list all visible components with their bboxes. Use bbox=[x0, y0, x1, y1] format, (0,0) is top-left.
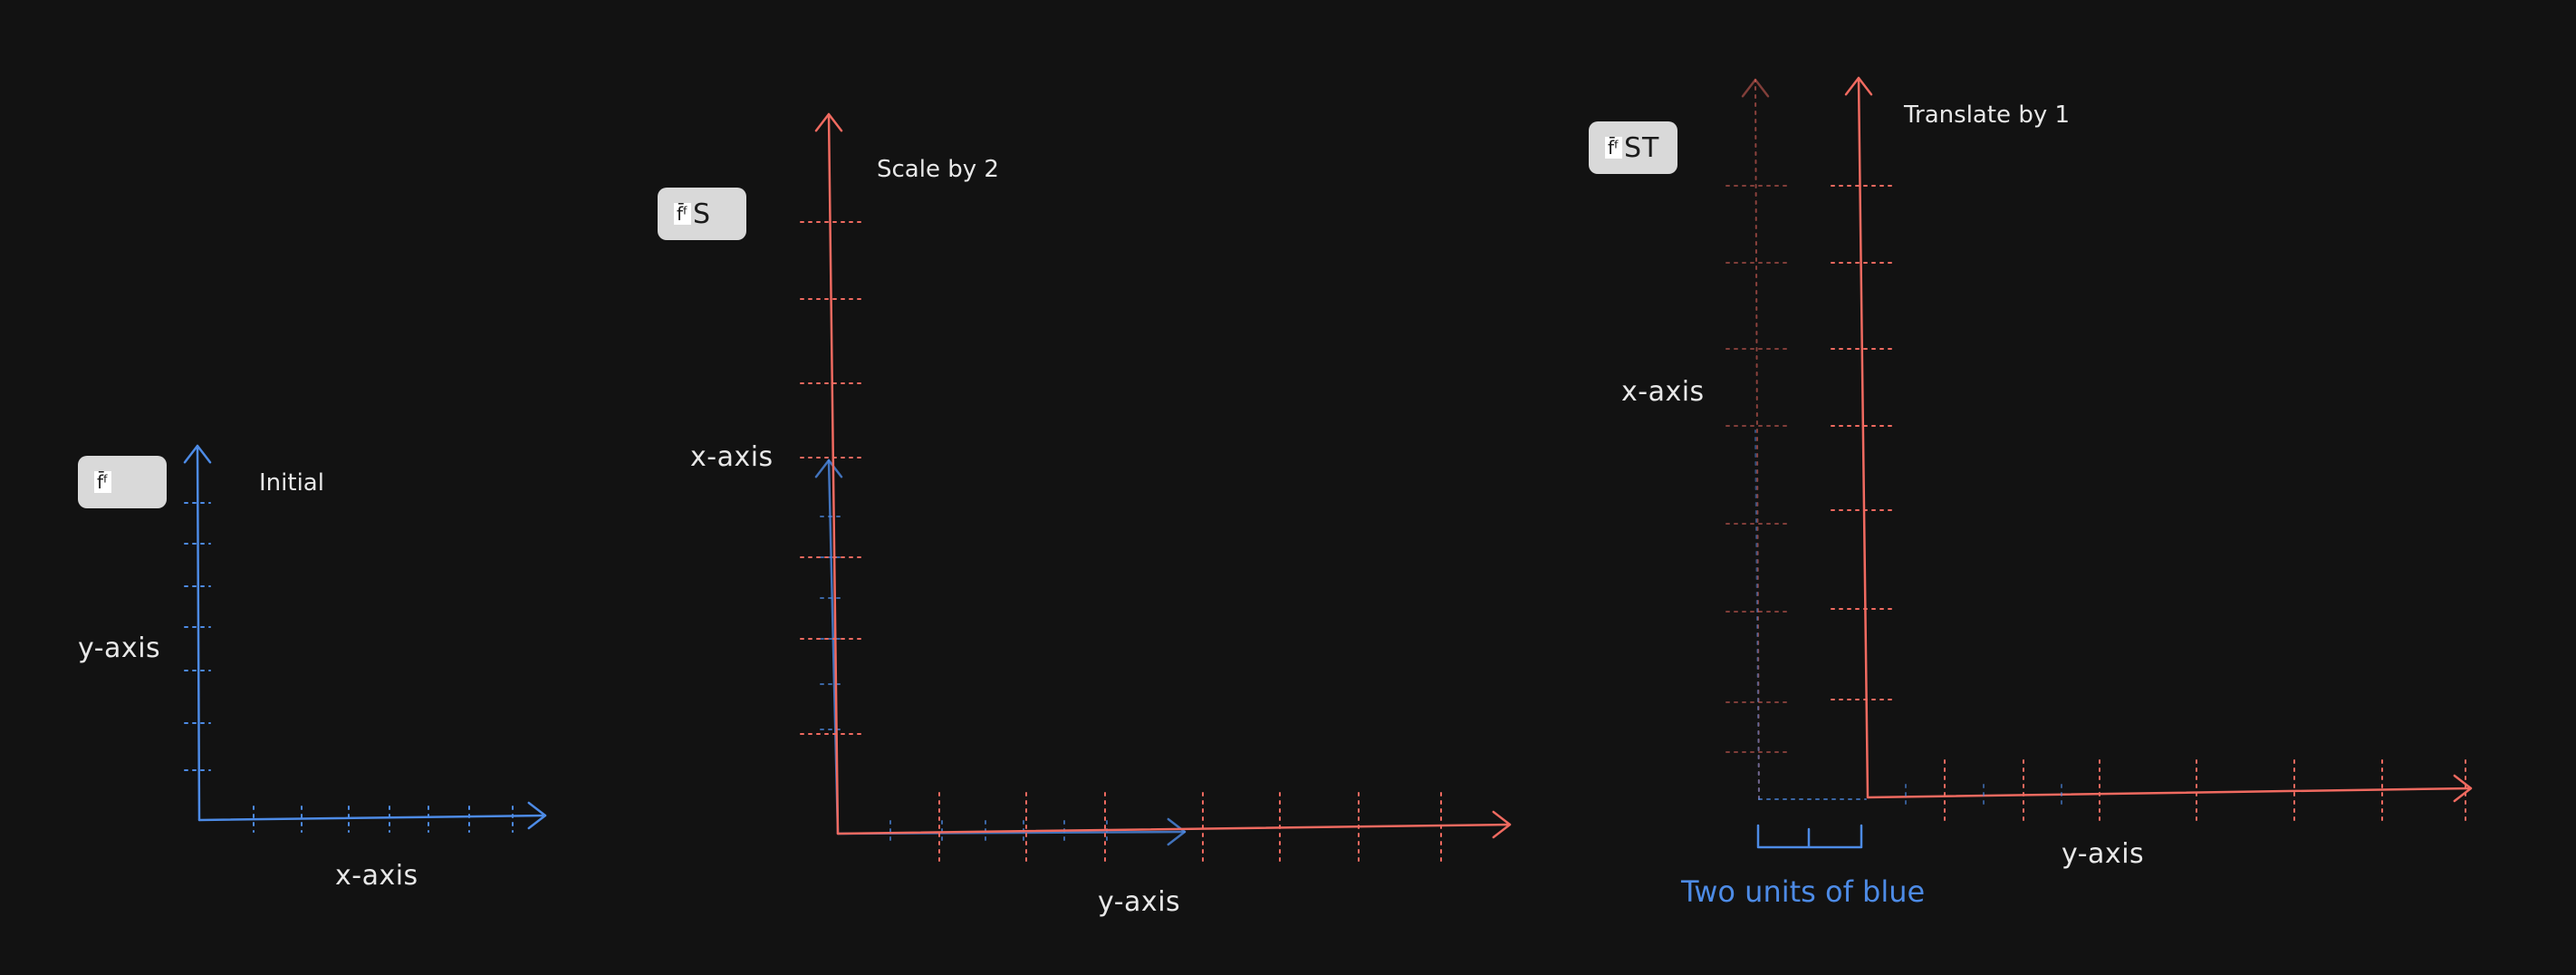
panel1-horizontal-arrowhead bbox=[527, 801, 547, 830]
panel3-horizontal-axis-label: y-axis bbox=[2062, 838, 2145, 870]
panel3-badge-symbol: f̄ᶠ bbox=[1605, 137, 1622, 159]
panel2-vertical-axis-label: x-axis bbox=[690, 441, 774, 473]
panel3-annotation: Two units of blue bbox=[1681, 874, 1926, 909]
panel3-badge-suffix: ST bbox=[1623, 131, 1660, 164]
panel3-previous-vertical-arrowhead bbox=[1741, 78, 1770, 98]
panel2-original-horizontal-arrowhead bbox=[1167, 817, 1187, 846]
panel3-frame-badge: f̄ᶠ ST bbox=[1589, 121, 1677, 174]
panel2-vertical-arrowhead bbox=[814, 112, 843, 132]
panel1-frame-badge: f̄ᶠ bbox=[78, 456, 167, 508]
panel3-vertical-arrowhead bbox=[1844, 76, 1873, 96]
panel3-previous-vertical-axis bbox=[1754, 79, 1760, 800]
panel1-vertical-axis bbox=[196, 444, 201, 822]
panel3-horizontal-axis bbox=[1866, 787, 2473, 799]
panel3-vertical-axis-label: x-axis bbox=[1621, 376, 1705, 408]
panel3-translation-bracket bbox=[1756, 824, 1863, 849]
panel3-title: Translate by 1 bbox=[1904, 101, 2071, 129]
panel2-horizontal-axis-label: y-axis bbox=[1098, 886, 1181, 918]
panel1-vertical-arrowhead bbox=[183, 444, 212, 464]
panel2-vertical-axis bbox=[827, 112, 840, 835]
panel1-title: Initial bbox=[259, 469, 324, 497]
panel2-frame-badge: f̄ᶠ S bbox=[658, 188, 746, 240]
panel2-horizontal-axis bbox=[836, 823, 1512, 835]
panel3-horizontal-arrowhead bbox=[2453, 774, 2473, 803]
panel1-badge-symbol: f̄ᶠ bbox=[94, 471, 111, 493]
panel2-badge-symbol: f̄ᶠ bbox=[674, 203, 691, 225]
panel2-badge-suffix: S bbox=[692, 198, 712, 230]
panel2-original-vertical-arrowhead bbox=[814, 459, 843, 478]
panel3-vertical-axis bbox=[1857, 76, 1870, 799]
panel1-vertical-axis-label: y-axis bbox=[78, 632, 161, 664]
panel1-horizontal-axis bbox=[197, 814, 547, 822]
panel2-horizontal-arrowhead bbox=[1492, 810, 1512, 839]
panel1-horizontal-axis-label: x-axis bbox=[335, 860, 418, 892]
panel2-title: Scale by 2 bbox=[877, 156, 999, 183]
